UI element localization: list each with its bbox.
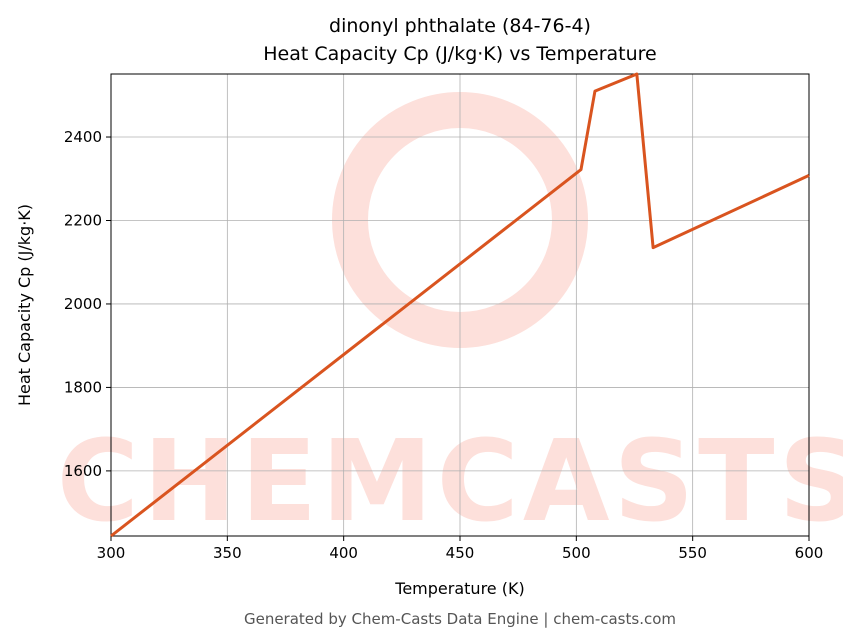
y-axis-label: Heat Capacity Cp (J/kg·K) (15, 204, 34, 406)
x-tick-label: 300 (97, 544, 126, 562)
x-tick-label: 400 (329, 544, 358, 562)
y-tick-label: 2400 (64, 128, 102, 146)
y-tick-label: 2200 (64, 211, 102, 229)
y-tick-label: 1600 (64, 462, 102, 480)
footer: Generated by Chem-Casts Data Engine | ch… (244, 610, 676, 628)
x-tick-label: 550 (678, 544, 707, 562)
plot-frame (110, 73, 810, 537)
data-line (110, 72, 810, 538)
x-tick-label: 600 (795, 544, 824, 562)
watermark: CHEMCASTS (57, 417, 843, 547)
x-tick-label: 450 (446, 544, 475, 562)
x-tick-label: 500 (562, 544, 591, 562)
y-tick-label: 1800 (64, 378, 102, 396)
chart-title: dinonyl phthalate (84-76-4) (329, 15, 591, 37)
y-tick-label: 2000 (64, 295, 102, 313)
chart-subtitle: Heat Capacity Cp (J/kg·K) vs Temperature (263, 43, 657, 65)
x-tick-label: 350 (213, 544, 242, 562)
x-axis-label: Temperature (K) (394, 579, 524, 598)
